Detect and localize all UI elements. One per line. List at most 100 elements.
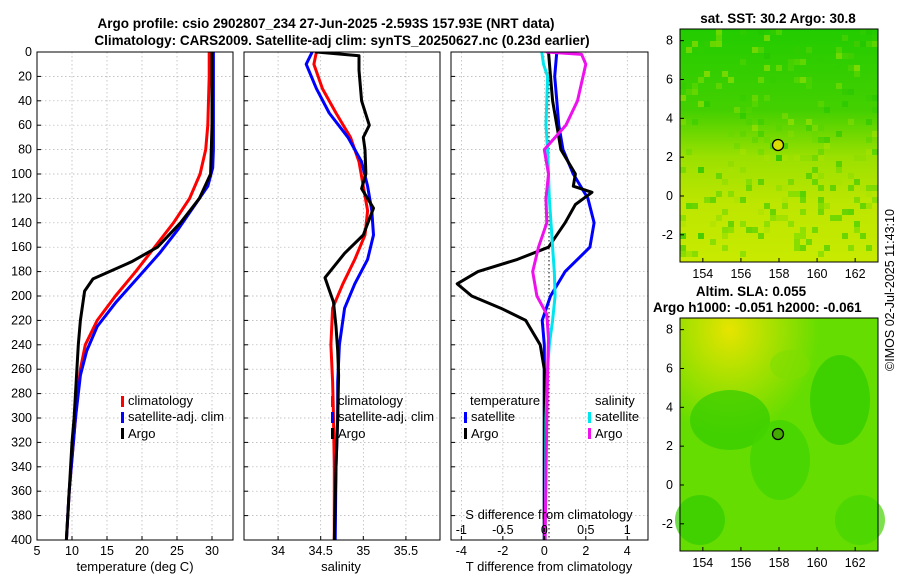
series-line-temperature-satellite: [540, 52, 596, 540]
map-lon-label: 156: [730, 556, 751, 570]
map-lat-label: 2: [666, 439, 673, 453]
map-lon-label: 162: [845, 556, 866, 570]
depth-tick-label: 380: [11, 509, 32, 523]
legend-swatch-climatology: [121, 396, 124, 407]
series-line-salinity-argo: [531, 52, 588, 540]
map-lat-label: -2: [662, 228, 673, 242]
series-line-argo: [64, 52, 214, 540]
x-tick-label: 10: [65, 544, 79, 558]
legend-swatch-argo: [331, 428, 334, 439]
top-x-tick-label: -1: [456, 523, 467, 537]
figure-title-line1: Argo profile: csio 2902807_234 27-Jun-20…: [98, 16, 555, 31]
depth-tick-label: 120: [11, 191, 32, 205]
map-lat-label: 2: [666, 150, 673, 164]
top-x-tick-label: 1: [624, 523, 631, 537]
depth-tick-label: 60: [18, 118, 32, 132]
map-lon-label: 156: [730, 267, 751, 281]
x-tick-label: 2: [582, 544, 589, 558]
temperature-xlabel: temperature (deg C): [76, 559, 193, 574]
salinity-panel: 34 34.5 35 35.5 salinity climatology satell…: [243, 51, 441, 574]
depth-tick-label: 80: [18, 143, 32, 157]
top-x-tick-label: 0.5: [577, 523, 594, 537]
depth-tick-label: 40: [18, 94, 32, 108]
depth-tick-label: 180: [11, 265, 32, 279]
x-tick-label: 34: [271, 544, 285, 558]
x-tick-label: -4: [456, 544, 467, 558]
depth-tick-label: 200: [11, 289, 32, 303]
x-tick-label: 20: [135, 544, 149, 558]
sst-map-title: sat. SST: 30.2 Argo: 30.8: [700, 11, 856, 26]
sla-map-title: Altim. SLA: 0.055: [696, 284, 807, 299]
map-lon-label: 158: [769, 556, 790, 570]
sst-argo-marker: [771, 138, 785, 152]
map-lon-label: 162: [845, 267, 866, 281]
figure-title-line2: Climatology: CARS2009. Satellite-adj cli…: [94, 33, 589, 48]
depth-tick-label: 240: [11, 338, 32, 352]
x-tick-label: -2: [497, 544, 508, 558]
x-tick-label: 34.5: [309, 544, 333, 558]
depth-tick-label: 360: [11, 484, 32, 498]
depth-tick-label: 320: [11, 435, 32, 449]
series-line-argo: [314, 52, 375, 540]
temperature-panel: 0 20 40 60 80 100 120 140 160 180 200 220 240 260 280 3…: [11, 45, 234, 574]
map-lon-label: 154: [692, 267, 713, 281]
map-lon-label: 160: [807, 267, 828, 281]
depth-tick-label: 220: [11, 313, 32, 327]
difference-xlabel-top: S difference from climatology: [465, 507, 633, 522]
depth-tick-label: 140: [11, 216, 32, 230]
legend-swatch-satellite-adj: [121, 412, 124, 423]
top-x-tick-label: 0: [541, 523, 548, 537]
map-lat-label: -2: [662, 517, 673, 531]
difference-xlabel-bottom: T difference from climatology: [466, 559, 633, 574]
legend-header-salinity: salinity: [595, 393, 635, 408]
depth-tick-label: 20: [18, 69, 32, 83]
x-tick-label: 4: [624, 544, 631, 558]
depth-tick-label: 100: [11, 167, 32, 181]
x-tick-label: 5: [34, 544, 41, 558]
depth-tick-label: 280: [11, 387, 32, 401]
map-lat-label: 4: [666, 400, 673, 414]
depth-tick-label: 260: [11, 362, 32, 376]
series-line-climatology: [312, 52, 370, 540]
x-tick-label: 35.5: [394, 544, 418, 558]
x-tick-label: 35: [356, 544, 370, 558]
depth-tick-label: 160: [11, 240, 32, 254]
map-lat-label: 8: [666, 34, 673, 48]
legend-label-satellite-adj: satellite-adj. clim: [338, 409, 434, 424]
difference-legend: temperature satellite Argo salinity sate…: [464, 393, 639, 441]
map-lat-label: 8: [666, 323, 673, 337]
legend-swatch-s-satellite: [588, 412, 591, 423]
legend-label-t-satellite: satellite: [471, 409, 515, 424]
map-lon-label: 154: [692, 556, 713, 570]
legend-label-t-argo: Argo: [471, 426, 498, 441]
legend-swatch-satellite-adj: [331, 412, 334, 423]
map-lat-label: 6: [666, 361, 673, 375]
legend-label-climatology: climatology: [128, 393, 194, 408]
difference-panel: -4 -2 0 2 4 -1 -0.5 0 0.5 1 T difference from cli…: [450, 51, 649, 574]
legend-swatch-argo: [121, 428, 124, 439]
map-lon-label: 158: [769, 267, 790, 281]
salinity-xlabel: salinity: [321, 559, 361, 574]
map-lon-label: 160: [807, 556, 828, 570]
map-lat-label: 0: [666, 189, 673, 203]
sla-map-subtitle: Argo h1000: -0.051 h2000: -0.061: [653, 300, 862, 315]
legend-label-s-argo: Argo: [595, 426, 622, 441]
depth-tick-label: 300: [11, 411, 32, 425]
temperature-legend: climatology satellite-adj. clim Argo: [121, 393, 224, 441]
legend-label-s-satellite: satellite: [595, 409, 639, 424]
legend-header-temperature: temperature: [470, 393, 540, 408]
legend-label-climatology: climatology: [338, 393, 404, 408]
x-tick-label: 0: [541, 544, 548, 558]
map-lat-label: 0: [666, 478, 673, 492]
map-lat-label: 4: [666, 111, 673, 125]
legend-label-argo: Argo: [128, 426, 155, 441]
sst-map-texture: [680, 29, 878, 257]
top-x-tick-label: -0.5: [492, 523, 514, 537]
x-tick-label: 15: [100, 544, 114, 558]
legend-swatch-s-argo: [588, 428, 591, 439]
legend-label-argo: Argo: [338, 426, 365, 441]
legend-label-satellite-adj: satellite-adj. clim: [128, 409, 224, 424]
imos-watermark: ©IMOS 02-Jul-2025 11:43:10: [883, 209, 897, 371]
sst-map-panel: sat. SST: 30.2 Argo: 30.8 154 156 158 160 16…: [662, 11, 879, 281]
